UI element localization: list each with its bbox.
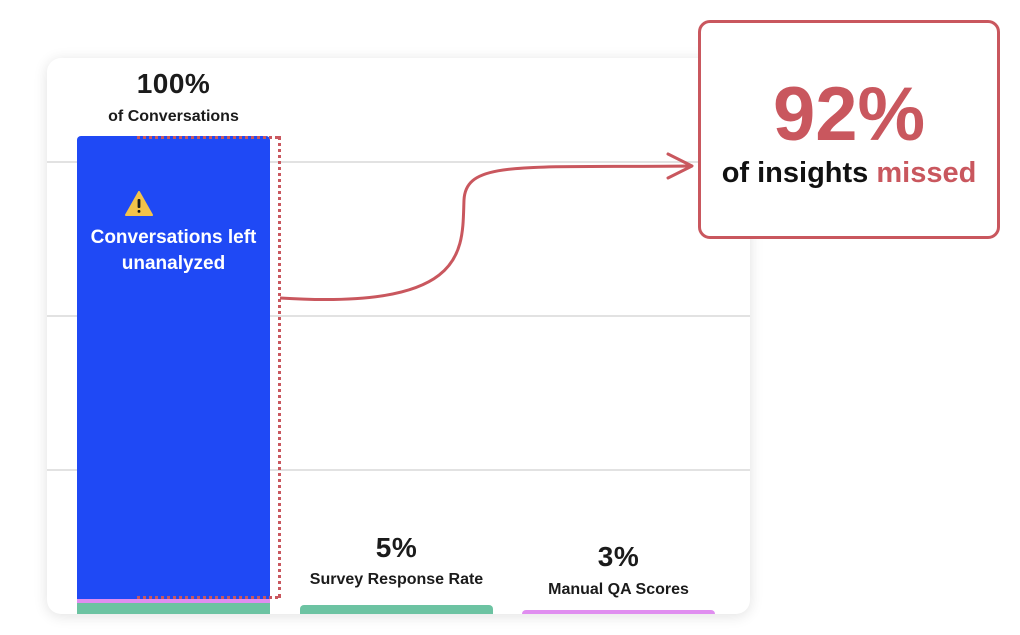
dotted-vertical-marker <box>278 136 281 598</box>
callout-text-highlight: missed <box>876 157 977 189</box>
chart-card: 100% of Conversations 5% Survey Response… <box>47 58 750 614</box>
bar-annotation: Conversations left unanalyzed <box>90 227 257 274</box>
dotted-top-marker <box>137 136 278 139</box>
value-label-qa: 3% <box>597 541 640 572</box>
bar-conversations-survey-strip <box>77 603 270 614</box>
sublabel-qa: Manual QA Scores <box>548 581 689 598</box>
warning-icon <box>125 191 153 216</box>
sublabel-conversations: of Conversations <box>108 108 239 125</box>
bar-conversations <box>77 136 270 614</box>
bar-survey-response-rate <box>300 605 493 614</box>
grid-line <box>47 161 750 163</box>
callout-text-prefix: of insights <box>721 157 869 189</box>
value-label-survey: 5% <box>375 532 418 563</box>
value-label-conversations: 100% <box>136 68 211 99</box>
bar-manual-qa-scores <box>522 610 715 614</box>
grid-line <box>47 469 750 471</box>
callout-value: 92% <box>772 72 926 157</box>
callout-text: of insights missed <box>701 157 997 190</box>
sublabel-survey: Survey Response Rate <box>309 571 484 588</box>
grid-line <box>47 315 750 317</box>
dotted-bottom-marker <box>137 596 278 599</box>
insights-callout: 92% of insights missed <box>698 20 1000 239</box>
bar-conversations-qa-strip <box>77 599 270 603</box>
